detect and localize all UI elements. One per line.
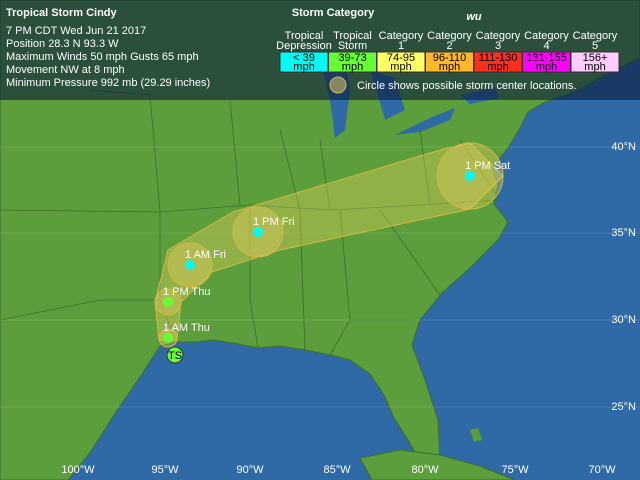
lon-label: 80°W bbox=[411, 464, 439, 476]
category-range: mph bbox=[439, 61, 460, 73]
category-range: 74-95 bbox=[387, 52, 415, 64]
forecast-point bbox=[163, 333, 173, 343]
category-range: mph bbox=[390, 61, 411, 73]
border bbox=[0, 209, 177, 343]
category-name: 4 bbox=[543, 40, 549, 52]
category-range: 156+ bbox=[583, 52, 608, 64]
forecast-point bbox=[163, 297, 173, 307]
land-bahamas bbox=[470, 428, 482, 442]
category-name: Category bbox=[427, 30, 472, 42]
border bbox=[379, 209, 441, 296]
category-name: Tropical bbox=[333, 30, 372, 42]
lat-label: 40°N bbox=[611, 141, 636, 153]
category-name: 1 bbox=[398, 40, 404, 52]
storm-info: 7 PM CDT Wed Jun 21 2017 bbox=[6, 25, 146, 37]
category-range: mph bbox=[536, 61, 557, 73]
category-name: 3 bbox=[495, 40, 501, 52]
category-range: 131-155 bbox=[526, 52, 566, 64]
category-name: 5 bbox=[592, 40, 598, 52]
lon-label: 95°W bbox=[151, 464, 179, 476]
forecast-label: 1 PM Sat bbox=[465, 160, 510, 172]
legend-title: Storm Category bbox=[292, 7, 375, 19]
border bbox=[299, 209, 306, 351]
storm-info: Minimum Pressure 992 mb (29.29 inches) bbox=[6, 77, 210, 89]
category-range: 96-110 bbox=[433, 52, 466, 64]
category-swatch bbox=[570, 51, 620, 73]
storm-info: Maximum Winds 50 mph Gusts 65 mph bbox=[6, 51, 199, 63]
category-range: < 39 bbox=[293, 52, 315, 64]
current-category: TS bbox=[168, 350, 182, 362]
lake-erie bbox=[395, 108, 455, 135]
category-name: Depression bbox=[276, 40, 332, 52]
category-range: 39-73 bbox=[338, 52, 366, 64]
forecast-label: 1 AM Thu bbox=[163, 322, 210, 334]
lon-label: 70°W bbox=[588, 464, 616, 476]
lon-label: 85°W bbox=[323, 464, 351, 476]
border bbox=[279, 129, 301, 211]
current-position bbox=[166, 346, 184, 364]
category-name: Tropical bbox=[285, 30, 324, 42]
lon-label: 90°W bbox=[236, 464, 264, 476]
category-name: 2 bbox=[446, 40, 452, 52]
forecast-label: 1 PM Fri bbox=[253, 216, 295, 228]
category-range: 111-130 bbox=[479, 52, 518, 64]
forecast-label: 1 PM Thu bbox=[163, 286, 211, 298]
category-name: Storm bbox=[338, 40, 367, 52]
forecast-point bbox=[253, 227, 263, 237]
lat-label: 30°N bbox=[611, 314, 636, 326]
storm-info: Movement NW at 8 mph bbox=[6, 64, 125, 76]
category-range: mph bbox=[487, 61, 508, 73]
border bbox=[0, 299, 160, 321]
forecast-point bbox=[465, 171, 475, 181]
header-panel bbox=[0, 0, 640, 100]
forecast-point bbox=[185, 260, 195, 270]
legend-note: Circle shows possible storm center locat… bbox=[357, 80, 576, 92]
lon-label: 100°W bbox=[61, 464, 95, 476]
border bbox=[319, 139, 331, 211]
storm-info: Position 28.3 N 93.3 W bbox=[6, 38, 119, 50]
border bbox=[459, 139, 501, 201]
storm-title: Tropical Storm Cindy bbox=[6, 7, 118, 19]
lat-label: 25°N bbox=[611, 401, 636, 413]
forecast-label: 1 AM Fri bbox=[185, 249, 226, 261]
category-name: Category bbox=[379, 30, 424, 42]
note-icon bbox=[329, 76, 347, 94]
category-range: mph bbox=[584, 61, 605, 73]
border bbox=[249, 205, 259, 349]
category-name: Category bbox=[573, 30, 618, 42]
category-name: Category bbox=[524, 30, 569, 42]
logo: wu bbox=[466, 11, 482, 23]
border bbox=[229, 99, 241, 206]
category-range: mph bbox=[342, 61, 363, 73]
lon-label: 75°W bbox=[501, 464, 529, 476]
lat-label: 35°N bbox=[611, 227, 636, 239]
category-name: Category bbox=[476, 30, 521, 42]
land-cuba bbox=[359, 449, 516, 480]
border bbox=[419, 129, 431, 206]
category-range: mph bbox=[293, 61, 314, 73]
graticule bbox=[0, 146, 640, 408]
